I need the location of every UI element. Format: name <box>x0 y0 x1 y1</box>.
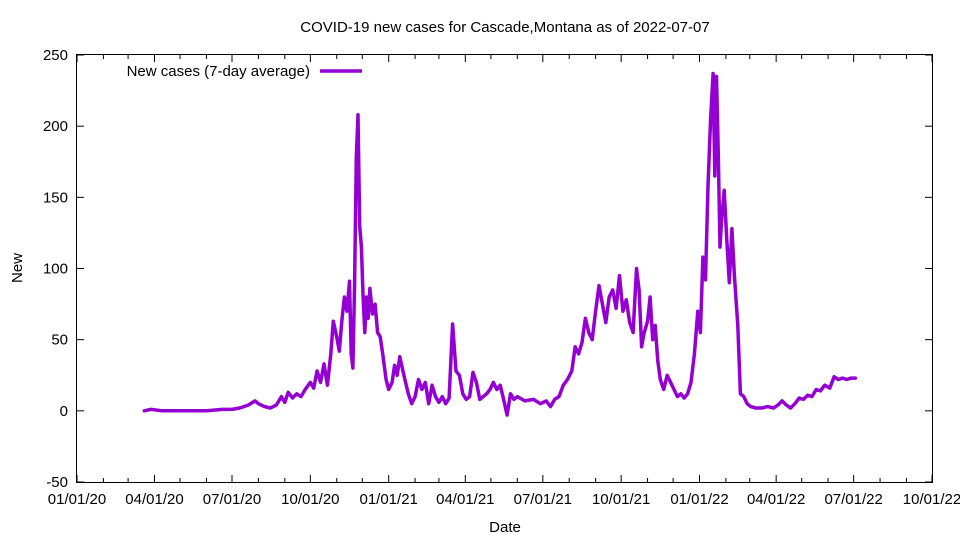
x-tick-label: 04/01/20 <box>125 491 183 508</box>
x-tick-label: 01/01/21 <box>359 491 417 508</box>
x-tick-label: 07/01/20 <box>203 491 261 508</box>
series-layer <box>142 71 858 417</box>
x-tick-label: 01/01/22 <box>670 491 728 508</box>
x-axis-label: Date <box>489 519 521 536</box>
y-tick-labels: -50 0 50 100 150 200 250 <box>43 47 68 491</box>
plot-frame <box>76 54 933 483</box>
x-tick-label: 10/01/21 <box>592 491 650 508</box>
x-tick-label: 10/01/22 <box>903 491 960 508</box>
x-tick-labels: 01/01/20 04/01/20 07/01/20 10/01/20 01/01/21… <box>48 491 960 508</box>
y-tick-label: 50 <box>51 332 68 349</box>
y-axis-label: New <box>9 253 26 283</box>
y-tick-label: 200 <box>43 118 68 135</box>
x-tick-label: 10/01/20 <box>281 491 339 508</box>
legend-label: New cases (7-day average) <box>127 63 310 80</box>
legend: New cases (7-day average) <box>127 63 362 80</box>
y-tick-label: 150 <box>43 189 68 206</box>
y-tick-label: 250 <box>43 47 68 64</box>
x-tick-label: 04/01/22 <box>747 491 805 508</box>
x-tick-label: 07/01/21 <box>514 491 572 508</box>
x-tick-label: 01/01/20 <box>48 491 106 508</box>
y-tick-label: 0 <box>60 403 68 420</box>
series-line <box>142 71 858 417</box>
y-tick-label: -50 <box>46 474 68 491</box>
chart-title: COVID-19 new cases for Cascade,Montana a… <box>300 19 709 36</box>
x-tick-label: 04/01/21 <box>436 491 494 508</box>
x-tick-label: 07/01/22 <box>824 491 882 508</box>
y-tick-label: 100 <box>43 261 68 278</box>
